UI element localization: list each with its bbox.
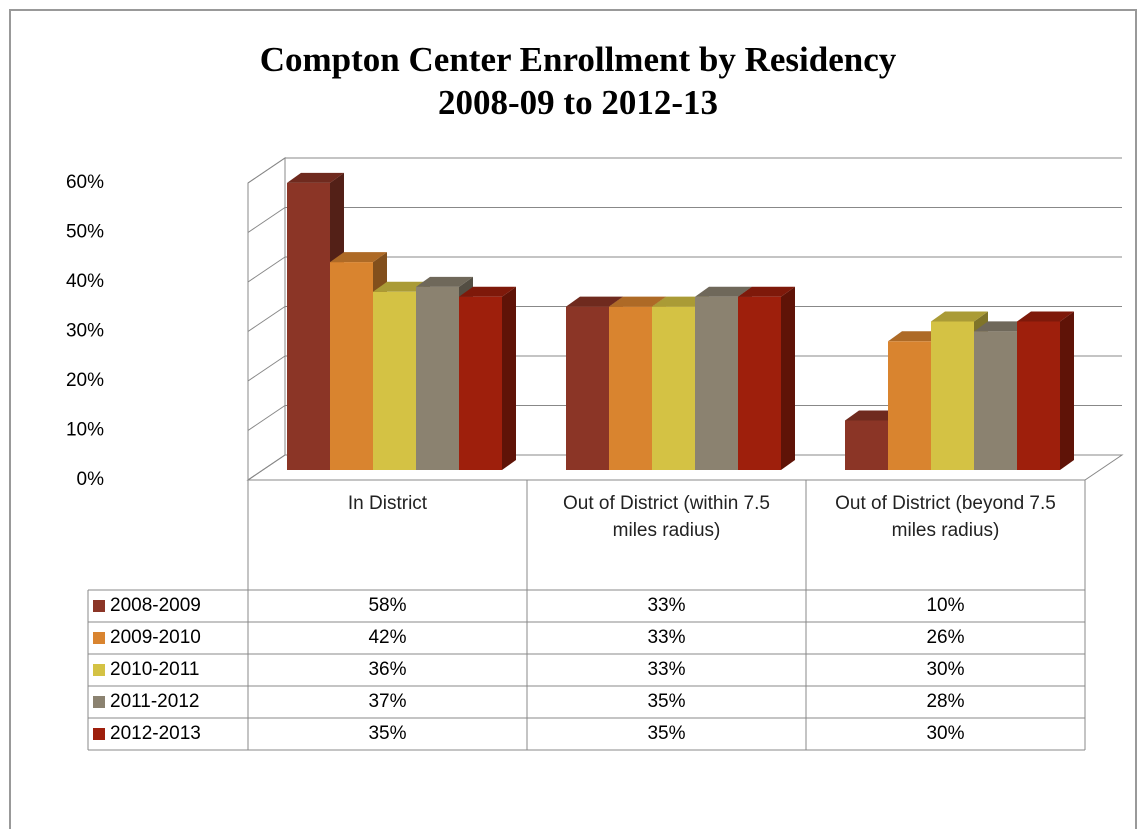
bar <box>888 341 931 470</box>
x-tick-label: Out of District (within 7.5 miles radius… <box>563 493 770 541</box>
bar-top <box>931 311 988 322</box>
value-label: 26% <box>926 627 964 648</box>
bar-side <box>502 286 516 470</box>
bar <box>845 420 888 470</box>
bar-top <box>373 281 430 292</box>
bar-top <box>287 172 344 183</box>
bar <box>1017 321 1060 470</box>
x-tick-label: In District <box>347 493 428 514</box>
value-label: 35% <box>647 691 685 712</box>
grid-line-side <box>247 306 286 332</box>
legend-swatch <box>93 600 105 612</box>
bar <box>373 291 416 470</box>
bar <box>695 296 738 470</box>
y-tick-label: 30% <box>66 321 104 342</box>
bar <box>974 331 1017 470</box>
value-label: 30% <box>926 659 964 680</box>
grid-line-side <box>247 405 286 431</box>
x-tick-label: Out of District (beyond 7.5 miles radius… <box>835 493 1056 541</box>
value-label: 35% <box>647 723 685 744</box>
value-label: 33% <box>647 595 685 616</box>
value-label: 37% <box>368 691 406 712</box>
grid-line-side <box>247 256 286 283</box>
bar <box>652 306 695 470</box>
bar-top <box>974 321 1031 332</box>
bar <box>330 262 373 470</box>
bar-top <box>652 296 709 307</box>
legend-label: 2010-2011 <box>110 659 199 680</box>
y-tick-label: 20% <box>66 370 104 391</box>
grid-line-side <box>247 454 286 481</box>
legend-label: 2012-2013 <box>110 723 201 744</box>
bar <box>609 306 652 470</box>
bar-top <box>459 286 516 297</box>
bar-top <box>695 286 752 297</box>
bar <box>459 296 502 470</box>
bar-top <box>888 331 945 342</box>
bar-side <box>781 286 795 470</box>
value-label: 58% <box>368 595 406 616</box>
y-tick-label: 0% <box>77 469 105 490</box>
legend-label: 2009-2010 <box>110 627 201 648</box>
y-tick-label: 60% <box>66 172 104 193</box>
grid-line-side <box>247 157 286 184</box>
legend-swatch <box>93 728 105 740</box>
value-label: 28% <box>926 691 964 712</box>
value-label: 42% <box>368 627 406 648</box>
bar <box>931 321 974 470</box>
y-tick-label: 10% <box>66 420 104 441</box>
legend-swatch <box>93 696 105 708</box>
value-label: 30% <box>926 723 964 744</box>
value-label: 10% <box>926 595 964 616</box>
legend-swatch <box>93 632 105 644</box>
legend-label: 2008-2009 <box>110 595 201 616</box>
bar <box>416 286 459 470</box>
value-label: 36% <box>368 659 406 680</box>
value-label: 33% <box>647 659 685 680</box>
y-tick-label: 50% <box>66 222 104 243</box>
y-tick-label: 40% <box>66 271 104 292</box>
bar <box>566 306 609 470</box>
legend-swatch <box>93 664 105 676</box>
bar-top <box>845 410 902 421</box>
chart-border <box>9 9 1137 829</box>
value-label: 35% <box>368 723 406 744</box>
value-label: 33% <box>647 627 685 648</box>
bar-top <box>1017 311 1074 322</box>
grid-line-side <box>247 207 286 233</box>
bar-top <box>566 296 623 307</box>
grid-line-side <box>247 355 286 382</box>
bar-side <box>1060 311 1074 470</box>
legend-label: 2011-2012 <box>110 691 199 712</box>
bar-top <box>609 296 666 307</box>
bar-top <box>330 252 387 263</box>
bar <box>287 182 330 470</box>
bar <box>738 296 781 470</box>
bar-top <box>738 286 795 297</box>
bar-top <box>416 276 473 287</box>
chart-title: Compton Center Enrollment by Residency 2… <box>259 40 897 122</box>
